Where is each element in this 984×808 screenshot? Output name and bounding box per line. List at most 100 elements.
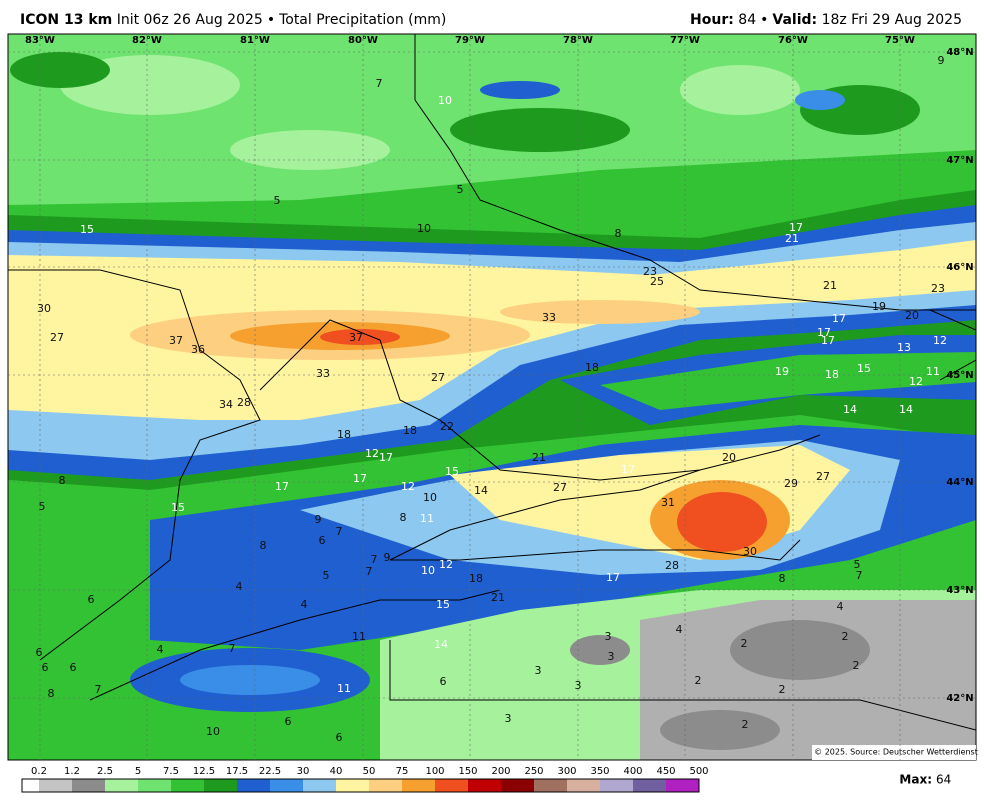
precip-label: 11 — [926, 365, 940, 378]
precip-label: 22 — [440, 420, 454, 433]
legend-swatch — [270, 779, 303, 792]
legend-swatch — [237, 779, 270, 792]
precip-label: 21 — [823, 279, 837, 292]
precip-label: 14 — [899, 403, 913, 416]
precip-label: 2 — [741, 637, 748, 650]
latitude-label: 43°N — [946, 585, 973, 596]
precip-label: 11 — [337, 682, 351, 695]
precip-label: 12 — [401, 480, 415, 493]
precip-label: 9 — [315, 513, 322, 526]
precip-label: 12 — [439, 558, 453, 571]
legend-tick-label: 450 — [656, 766, 675, 777]
precip-label: 5 — [274, 194, 281, 207]
precip-label: 34 — [219, 398, 233, 411]
precip-label: 17 — [606, 571, 620, 584]
precip-label: 21 — [785, 232, 799, 245]
precip-label: 3 — [608, 650, 615, 663]
precip-label: 2 — [742, 718, 749, 731]
header-right: Hour: 84 • Valid: 18z Fri 29 Aug 2025 — [690, 12, 966, 28]
precip-label: 15 — [80, 223, 94, 236]
legend-swatch — [468, 779, 501, 792]
precip-label: 21 — [491, 591, 505, 604]
precip-label: 6 — [70, 661, 77, 674]
precip-label: 10 — [421, 564, 435, 577]
legend-swatch — [567, 779, 600, 792]
precip-label: 17 — [821, 334, 835, 347]
legend-tick-label: 150 — [458, 766, 477, 777]
precip-label: 9 — [384, 551, 391, 564]
precip-label: 19 — [775, 365, 789, 378]
legend-tick-label: 30 — [297, 766, 310, 777]
legend-swatch — [435, 779, 468, 792]
precip-label: 30 — [37, 302, 51, 315]
precip-label: 10 — [417, 222, 431, 235]
latitude-label: 48°N — [946, 47, 973, 58]
precip-label: 10 — [438, 94, 452, 107]
precip-label: 7 — [366, 565, 373, 578]
precip-label: 30 — [743, 545, 757, 558]
longitude-label: 76°W — [778, 35, 808, 46]
legend-swatch — [138, 779, 171, 792]
header-left: ICON 13 km Init 06z 26 Aug 2025 • Total Pr… — [20, 12, 450, 28]
precip-label: 7 — [371, 553, 378, 566]
longitude-label: 82°W — [132, 35, 162, 46]
precip-label: 25 — [650, 275, 664, 288]
legend-tick-label: 75 — [396, 766, 409, 777]
precip-label: 27 — [553, 481, 567, 494]
precip-label: 4 — [837, 600, 844, 613]
precip-label: 7 — [856, 569, 863, 582]
precip-label: 10 — [423, 491, 437, 504]
precip-label: 2 — [779, 683, 786, 696]
precip-label: 4 — [236, 580, 243, 593]
precip-label: 18 — [825, 368, 839, 381]
precip-label: 4 — [157, 643, 164, 656]
precip-label: 5 — [323, 569, 330, 582]
latitude-label: 47°N — [946, 155, 973, 166]
legend-swatch — [402, 779, 435, 792]
legend-swatch — [336, 779, 369, 792]
precip-label: 3 — [605, 630, 612, 643]
legend-swatch — [501, 779, 534, 792]
precip-label: 31 — [661, 496, 675, 509]
legend-swatch — [72, 779, 105, 792]
precip-label: 11 — [352, 630, 366, 643]
hour-label: Hour: — [690, 12, 734, 28]
legend-swatch — [666, 779, 699, 792]
copyright-box — [812, 745, 976, 760]
precip-label: 20 — [722, 451, 736, 464]
separator: • — [266, 12, 276, 28]
legend-frame — [21, 778, 700, 793]
precip-label: 17 — [789, 221, 803, 234]
legend-tick-label: 5 — [135, 766, 141, 777]
precip-label: 13 — [897, 341, 911, 354]
precip-label: 33 — [316, 367, 330, 380]
precip-label: 6 — [42, 661, 49, 674]
max-value: 64 — [936, 773, 951, 787]
legend-swatch — [369, 779, 402, 792]
precip-label: 6 — [336, 731, 343, 744]
precip-label: 36 — [191, 343, 205, 356]
longitude-label: 80°W — [348, 35, 378, 46]
legend-swatch — [534, 779, 567, 792]
precip-label: 19 — [872, 300, 886, 313]
precip-label: 2 — [842, 630, 849, 643]
precip-label: 14 — [434, 638, 448, 651]
max-label: Max: — [899, 773, 932, 787]
precip-label: 17 — [621, 463, 635, 476]
precip-label: 8 — [48, 687, 55, 700]
precip-field — [8, 34, 976, 760]
precip-label: 6 — [88, 593, 95, 606]
legend-tick-label: 17.5 — [226, 766, 248, 777]
precip-label: 7 — [95, 683, 102, 696]
legend-tick-label: 2.5 — [97, 766, 113, 777]
precip-label: 23 — [643, 265, 657, 278]
latitude-label: 42°N — [946, 693, 973, 704]
precip-label: 8 — [779, 572, 786, 585]
precip-label: 33 — [542, 311, 556, 324]
precip-label: 8 — [615, 227, 622, 240]
precip-label: 15 — [857, 362, 871, 375]
legend-tick-label: 12.5 — [193, 766, 215, 777]
precip-label: 2 — [853, 659, 860, 672]
precip-label: 17 — [353, 472, 367, 485]
